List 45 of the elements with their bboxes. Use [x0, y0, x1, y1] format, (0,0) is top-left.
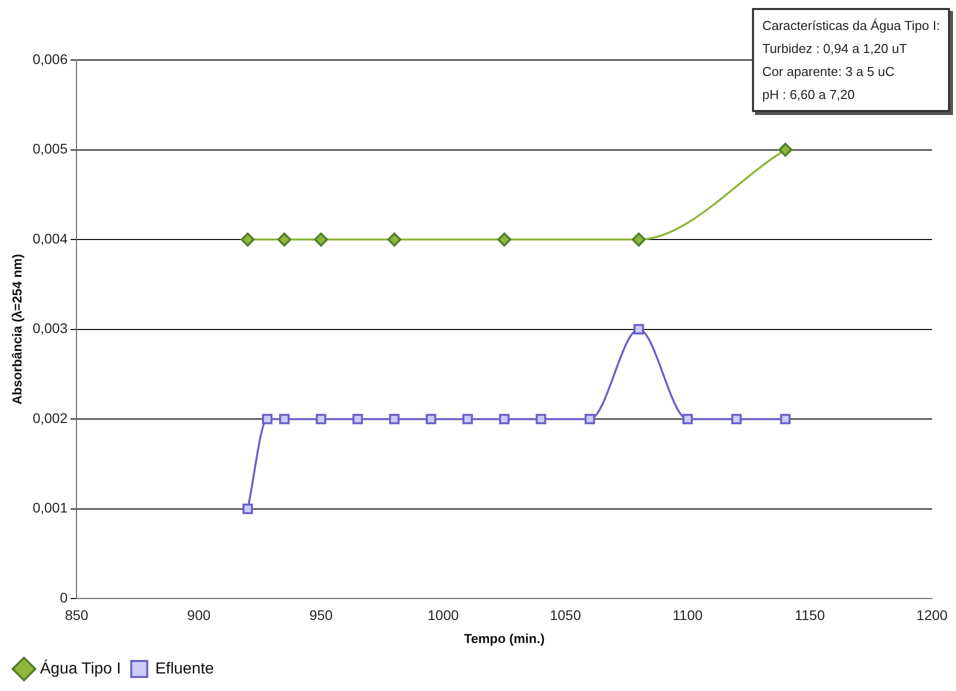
x-tick-label: 950: [309, 606, 333, 623]
point: [584, 414, 596, 424]
y-tick-label: 0,006: [32, 50, 68, 67]
annotation: Cor aparente: 3 a 5 uC: [762, 63, 896, 81]
point: [497, 232, 512, 247]
x-tick-label: 1050: [550, 606, 582, 623]
y-tick-label: 0: [60, 589, 68, 606]
point: [426, 414, 436, 424]
x-tick-label: 1100: [672, 606, 703, 623]
x-tick-label: 1200: [916, 606, 948, 623]
point: [633, 324, 644, 335]
point: [387, 232, 402, 247]
point: [240, 232, 255, 247]
x-tick-label: 900: [187, 606, 211, 623]
annotation: pH : 6,60 a 7,20: [762, 86, 856, 104]
x-tick-label: 1150: [794, 606, 826, 623]
text: Características da Água Tipo I:: [762, 17, 940, 35]
y-tick-label: 0,002: [32, 410, 68, 426]
point: [778, 142, 792, 157]
point: [314, 232, 328, 247]
text: Turbidez : 0,94 a 1,20 uT: [762, 40, 908, 58]
point: [731, 414, 742, 424]
y-tick-label: 0,005: [32, 140, 68, 157]
legend-label: Água Tipo I: [40, 659, 121, 678]
point: [352, 414, 363, 424]
point: [316, 414, 326, 424]
y-tick-label: 0,001: [32, 500, 68, 516]
x-tick-label: 1000: [428, 606, 459, 623]
point: [536, 414, 546, 424]
legend-label: Efluente: [155, 660, 214, 678]
point: [277, 232, 292, 247]
y-tick-label: 0,003: [32, 320, 68, 336]
point: [632, 232, 646, 247]
point: [279, 414, 290, 424]
y-axis-title: Absorbância (λ=254 nm): [9, 254, 24, 405]
point: [499, 414, 510, 424]
point: [242, 504, 253, 514]
point: [262, 414, 272, 424]
y-tick-label: 0,004: [32, 230, 68, 246]
point: [462, 414, 473, 424]
x-tick-label: 850: [64, 606, 89, 623]
point: [780, 414, 791, 424]
point: [682, 414, 693, 424]
x-axis-title: Tempo (min.): [464, 630, 545, 646]
point: [389, 414, 400, 424]
